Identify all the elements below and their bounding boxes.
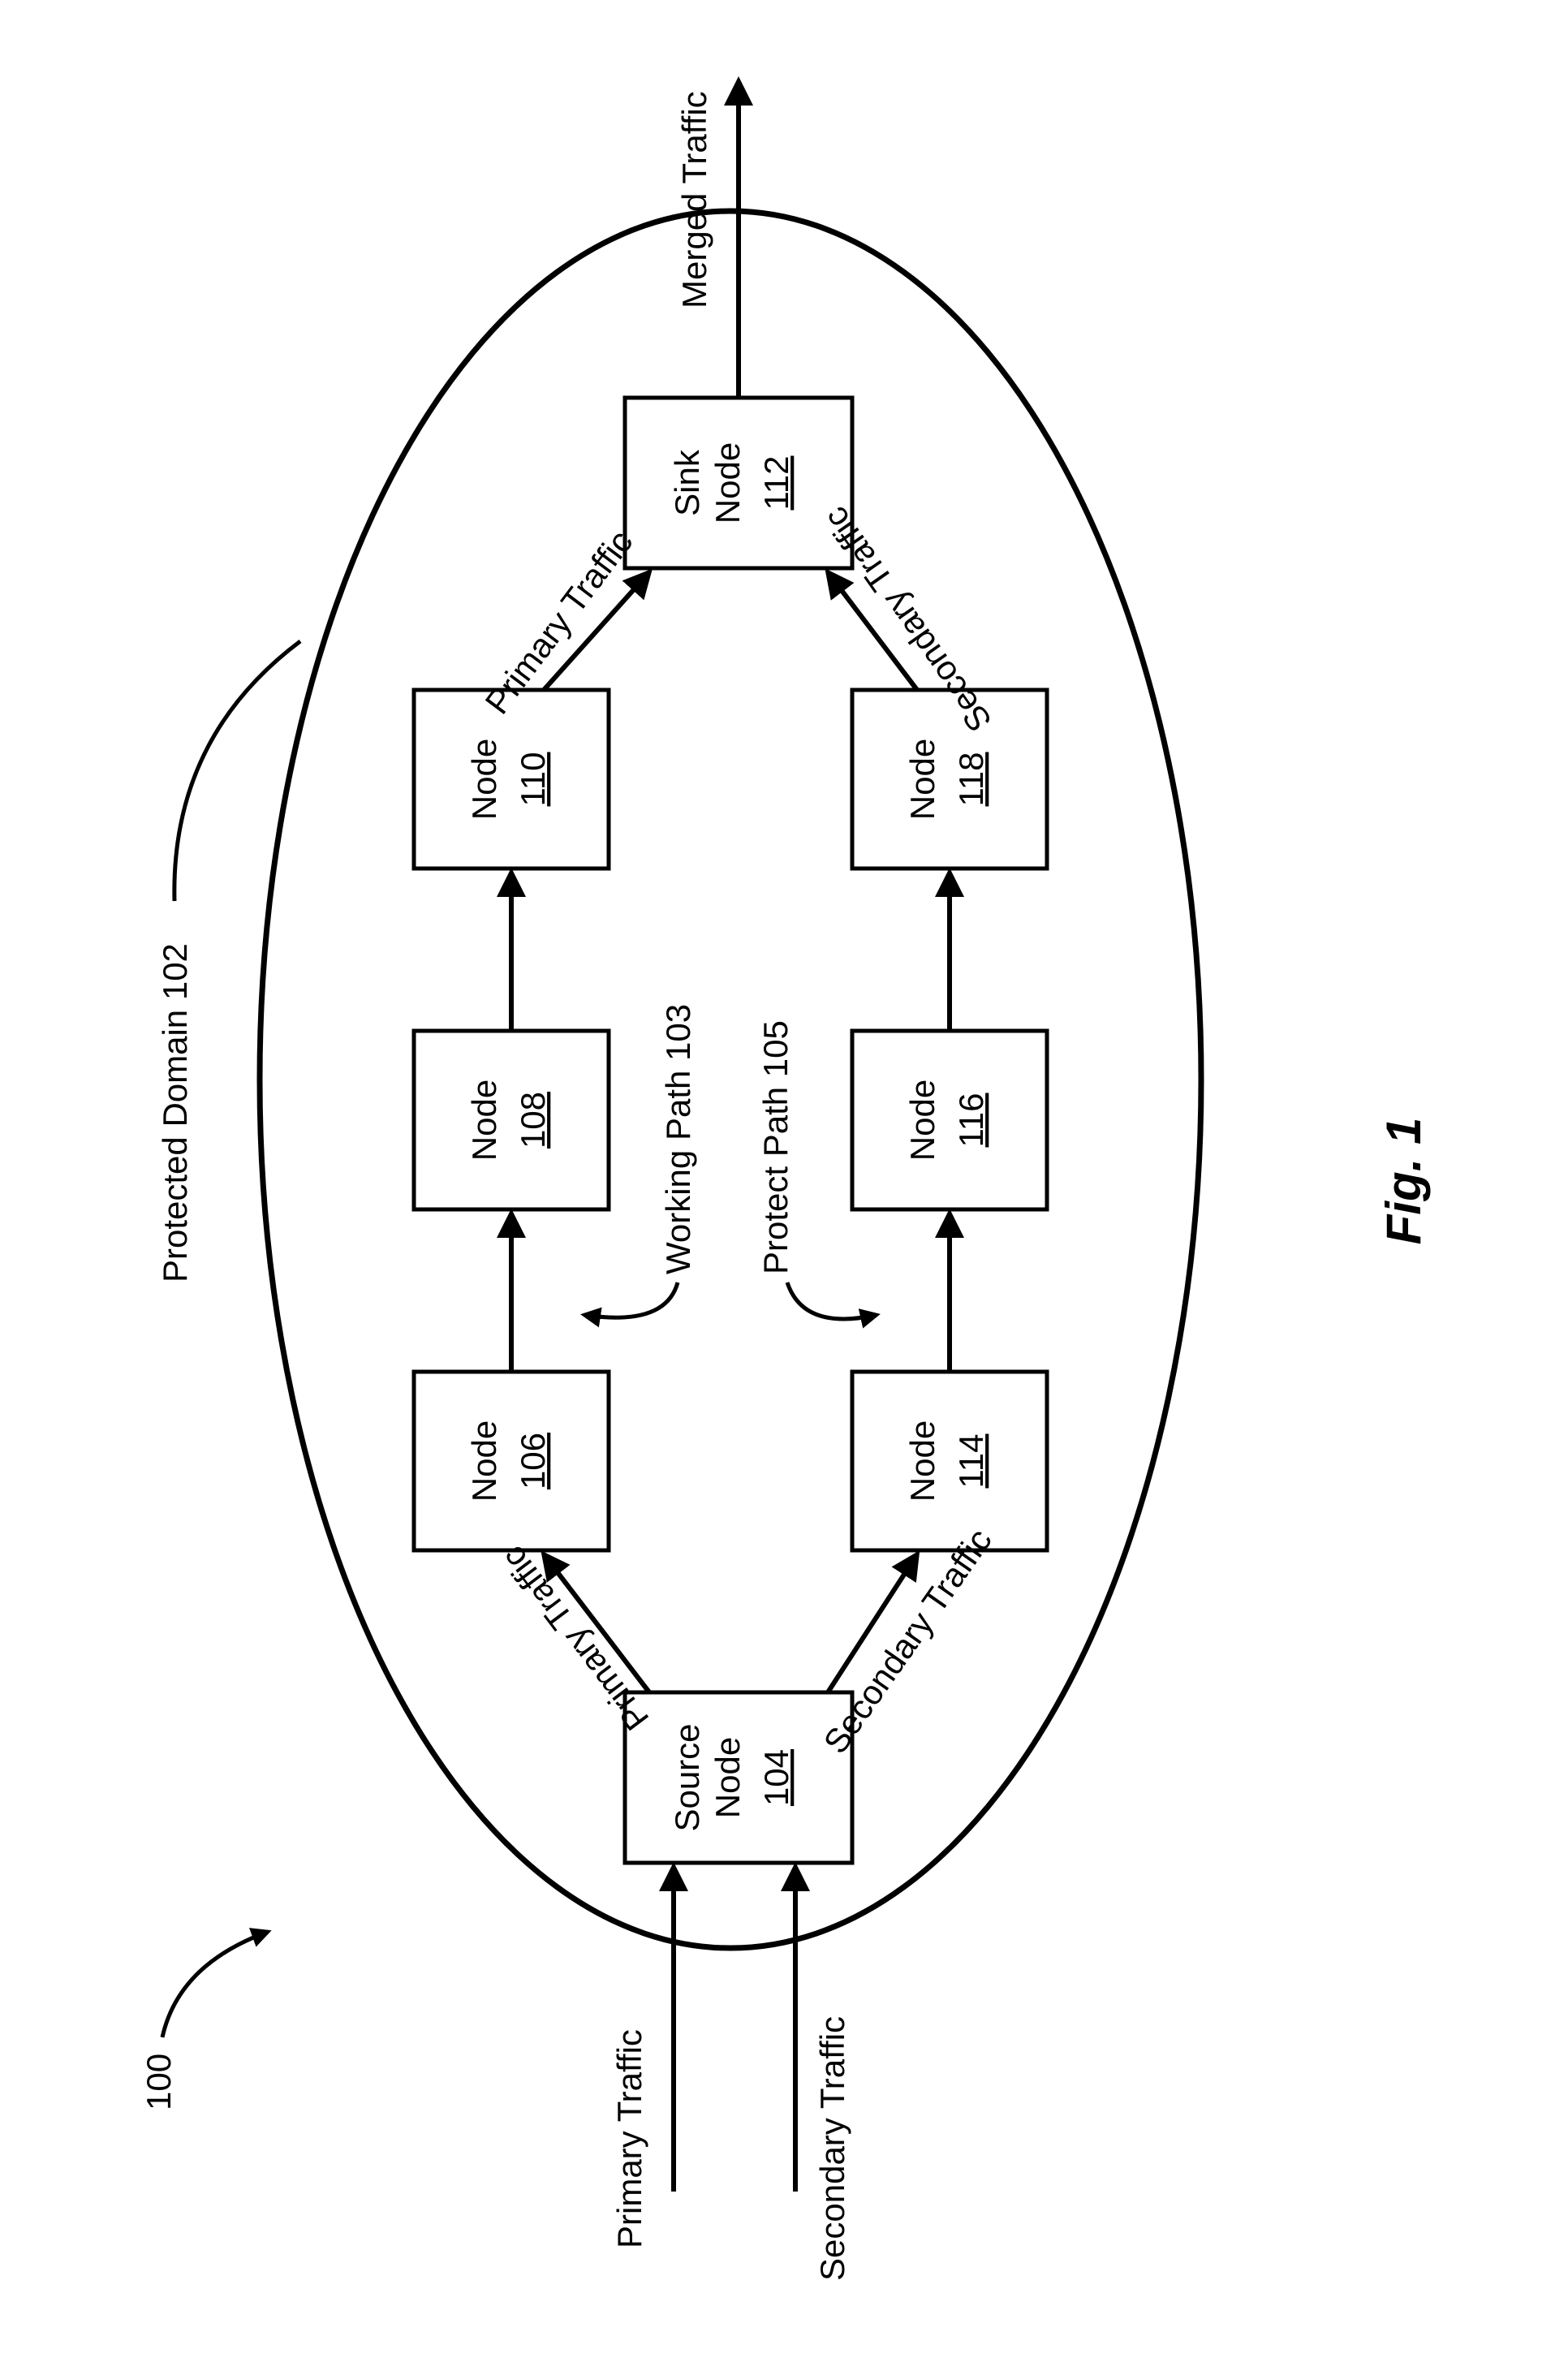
- input-primary-label: Primary Traffic: [610, 2029, 648, 2248]
- input-secondary-label: Secondary Traffic: [813, 2016, 851, 2281]
- n110-label: Node: [465, 739, 503, 820]
- sink-num: 112: [757, 456, 795, 511]
- n108-label: Node: [465, 1080, 503, 1161]
- n110-num: 110: [514, 752, 552, 807]
- node-110: Node 110: [414, 690, 609, 869]
- n106-num: 106: [514, 1433, 552, 1489]
- sink-node: Sink Node 112: [625, 398, 852, 568]
- node-118: Node 118: [852, 690, 1047, 869]
- n114-num: 114: [952, 1434, 990, 1489]
- sink-line2: Node: [709, 442, 747, 524]
- source-num: 104: [757, 1749, 795, 1806]
- edge-secondary-1: Secondary Traffic: [816, 1522, 999, 1761]
- n118-label: Node: [903, 739, 941, 820]
- n116-num: 116: [952, 1093, 990, 1148]
- source-node: Source Node 104: [625, 1692, 852, 1863]
- source-line1: Source: [668, 1723, 706, 1831]
- output-merged-label: Merged Traffic: [675, 91, 713, 308]
- hook-100: [162, 1932, 268, 2037]
- sink-line1: Sink: [668, 449, 706, 516]
- n114-label: Node: [903, 1420, 941, 1502]
- node-106: Node 106: [414, 1372, 609, 1550]
- hook-protect: [787, 1282, 877, 1319]
- figure-number-100: 100: [140, 2054, 178, 2110]
- protected-domain-label: Protected Domain 102: [156, 943, 194, 1282]
- hook-working: [584, 1282, 678, 1317]
- n108-num: 108: [514, 1092, 552, 1149]
- n106-label: Node: [465, 1420, 503, 1502]
- source-line2: Node: [709, 1737, 747, 1818]
- node-114: Node 114: [852, 1372, 1047, 1550]
- leader-domain: [174, 641, 300, 901]
- node-116: Node 116: [852, 1031, 1047, 1209]
- figure-caption: Fig. 1: [1376, 1118, 1431, 1245]
- node-108: Node 108: [414, 1031, 609, 1209]
- protect-path-label: Protect Path 105: [756, 1020, 795, 1274]
- n116-label: Node: [903, 1080, 941, 1161]
- working-path-label: Working Path 103: [659, 1004, 697, 1274]
- diagram-svg: 100 Protected Domain 102 Primary Traffic…: [0, 0, 1568, 2362]
- edge-primary-1: Primary Traffic: [493, 1540, 656, 1738]
- n118-num: 118: [952, 752, 990, 807]
- rotated-diagram-container: 100 Protected Domain 102 Primary Traffic…: [0, 0, 1568, 2362]
